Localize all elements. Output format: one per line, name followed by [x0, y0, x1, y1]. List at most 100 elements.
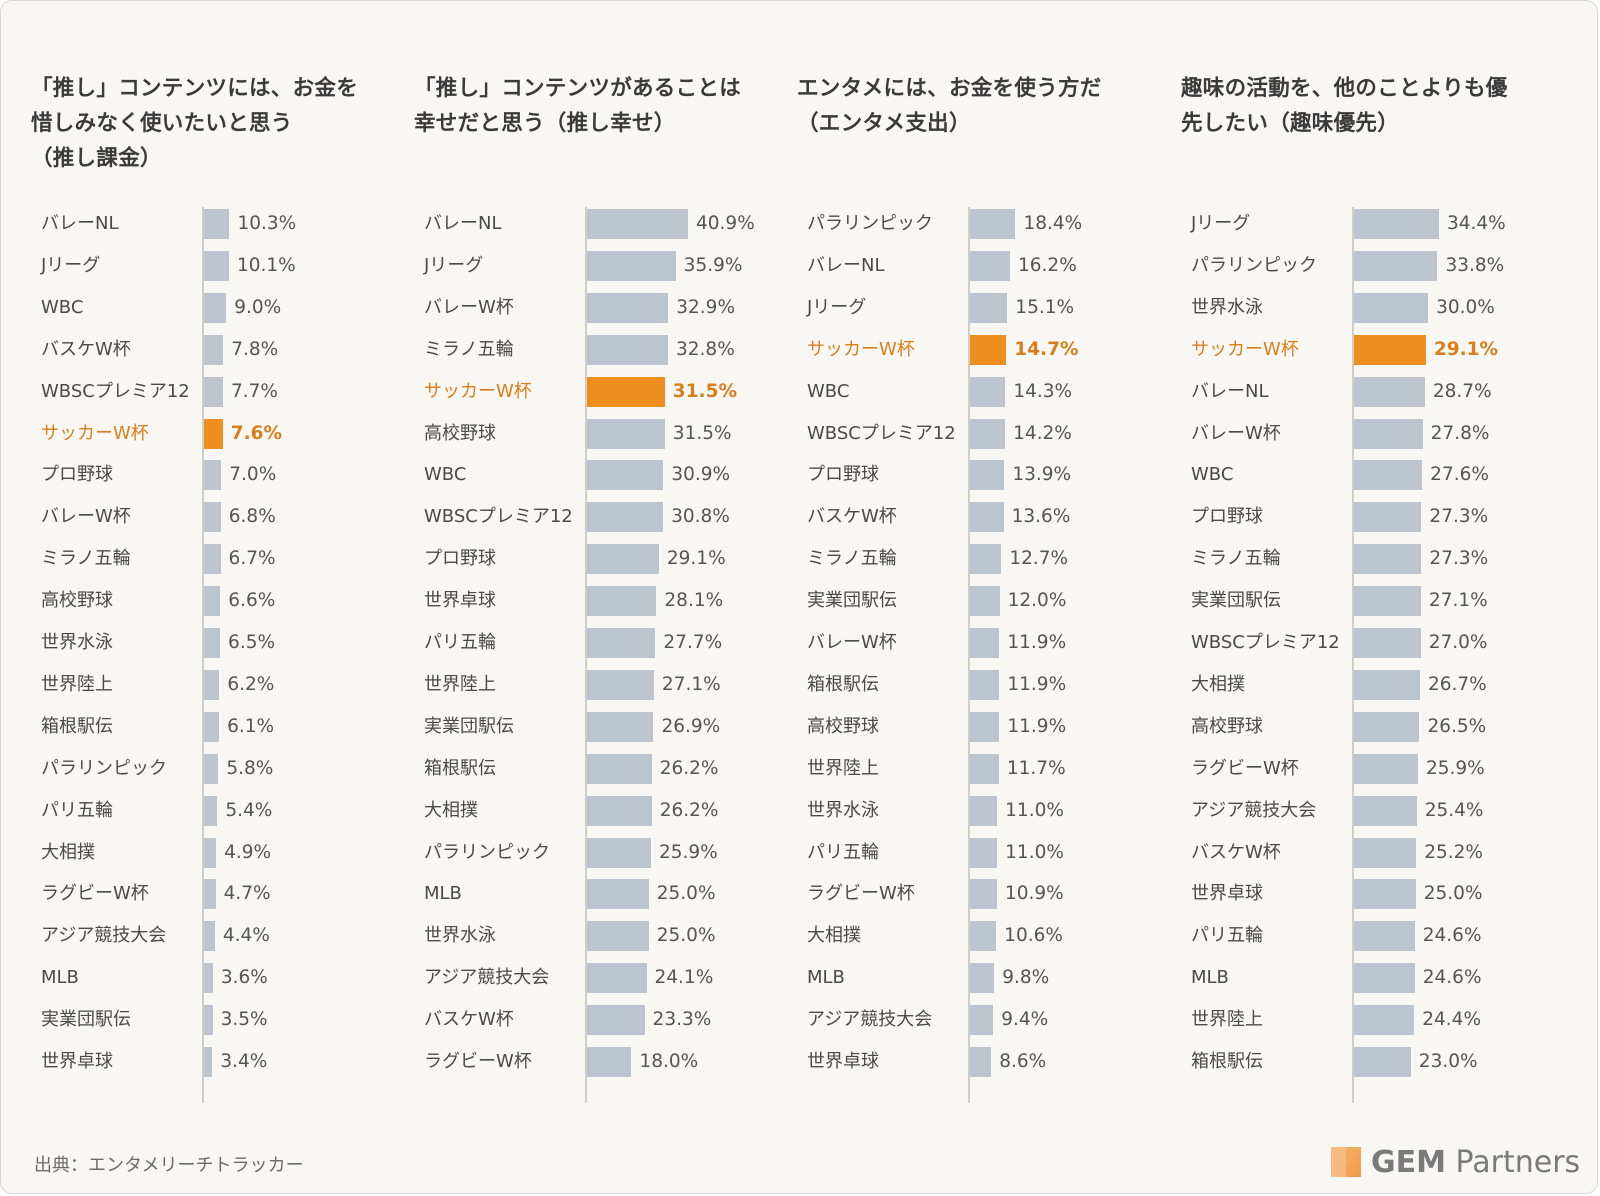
bar-row: 実業団駅伝 12.0% [797, 586, 1169, 617]
bar [970, 292, 1008, 323]
category-label: バスケW杯 [1191, 841, 1281, 863]
bar [1354, 921, 1415, 952]
value-label: 35.9% [683, 254, 743, 276]
value-label: 8.6% [999, 1051, 1047, 1072]
bar [204, 292, 227, 323]
category-label: 大相撲 [807, 925, 861, 947]
category-label: MLB [424, 883, 462, 905]
bar [204, 544, 221, 575]
category-label: バレーW杯 [807, 632, 897, 653]
bar-row: バレーNL 10.3% [31, 209, 403, 239]
bar [204, 879, 216, 910]
value-label: 24.6% [1422, 925, 1482, 947]
bar-row: 大相撲 10.6% [797, 921, 1169, 952]
category-label: ラグビーW杯 [424, 1051, 532, 1072]
bar [204, 837, 217, 868]
bar-row: WBC 9.0% [31, 292, 403, 323]
bar [587, 711, 654, 742]
bar [587, 376, 665, 407]
bar [587, 921, 649, 952]
category-label: 世界水泳 [1191, 296, 1263, 318]
value-label: 6.7% [228, 548, 276, 570]
value-label: 25.0% [656, 925, 716, 947]
bar [1354, 1005, 1415, 1036]
bar [587, 292, 669, 323]
category-label: WBC [41, 296, 84, 318]
bar [204, 209, 230, 239]
bar [970, 460, 1005, 491]
bar-row: 世界卓球 28.1% [414, 586, 786, 617]
category-label: プロ野球 [41, 464, 113, 486]
value-label: 32.8% [676, 338, 735, 360]
bar-row: ラグビーW杯 4.7% [31, 879, 403, 910]
bar-row: 世界卓球 25.0% [1181, 879, 1553, 910]
category-label: WBSCプレミア12 [1191, 632, 1340, 653]
value-label: 27.0% [1428, 632, 1488, 653]
value-label: 31.5% [672, 422, 732, 444]
bar [587, 628, 656, 658]
category-label: MLB [1191, 967, 1229, 989]
bar [587, 837, 651, 868]
value-label: 11.0% [1005, 799, 1064, 821]
category-label: 高校野球 [41, 590, 113, 612]
value-label: 9.0% [234, 296, 282, 318]
bar-row: Jリーグ 10.1% [31, 250, 403, 281]
bar-row: アジア競技大会 25.4% [1181, 795, 1553, 826]
category-label: 世界卓球 [807, 1051, 879, 1072]
chart-panel: 「推し」コンテンツには、お金を 惜しみなく使いたいと思う （推し課金） バレーNL… [31, 71, 403, 1116]
bar-row: バレーNL 40.9% [414, 209, 786, 239]
value-label: 25.9% [1425, 757, 1485, 779]
bar-row: サッカーW杯 14.7% [797, 334, 1169, 365]
category-label: ラグビーW杯 [41, 883, 149, 905]
bar [970, 209, 1016, 239]
bar-row: WBC 14.3% [797, 376, 1169, 407]
bar [970, 586, 1000, 617]
bar-row: 大相撲 4.9% [31, 837, 403, 868]
value-label: 28.7% [1432, 380, 1492, 402]
category-label: 世界水泳 [424, 925, 496, 947]
bar-row: 高校野球 11.9% [797, 711, 1169, 742]
bar-row: サッカーW杯 31.5% [414, 376, 786, 407]
bar [970, 502, 1004, 533]
chart-title: 「推し」コンテンツには、お金を 惜しみなく使いたいと思う （推し課金） [31, 76, 359, 171]
bar-row: ラグビーW杯 18.0% [414, 1047, 786, 1077]
bar-row: バスケW杯 23.3% [414, 1005, 786, 1036]
value-label: 3.5% [220, 1009, 268, 1031]
bar [204, 586, 221, 617]
value-label: 13.9% [1012, 464, 1072, 486]
bar [587, 586, 657, 617]
category-label: 実業団駅伝 [1191, 590, 1281, 612]
bar [970, 921, 997, 952]
value-label: 13.6% [1011, 506, 1071, 528]
value-label: 10.3% [237, 213, 297, 234]
category-label: サッカーW杯 [41, 422, 149, 444]
bar-row: WBC 30.9% [414, 460, 786, 491]
value-label: 26.5% [1427, 715, 1487, 737]
category-label: 世界陸上 [424, 673, 496, 695]
chart-panel: 趣味の活動を、他のことよりも優 先したい（趣味優先） Jリーグ 34.4% パラリンピ… [1181, 71, 1553, 1116]
bar [204, 628, 221, 658]
category-label: バレーNL [424, 213, 502, 234]
axis-line [1352, 207, 1354, 1103]
value-label: 18.0% [639, 1051, 699, 1072]
bar [1354, 586, 1421, 617]
value-label: 30.0% [1436, 296, 1495, 318]
bar-row: パラリンピック 33.8% [1181, 250, 1553, 281]
bar [1354, 963, 1415, 994]
bar-row: ラグビーW杯 10.9% [797, 879, 1169, 910]
bar-row: Jリーグ 35.9% [414, 250, 786, 281]
bar-row: プロ野球 13.9% [797, 460, 1169, 491]
value-label: 11.9% [1007, 673, 1067, 695]
category-label: バレーNL [807, 254, 885, 276]
value-label: 16.2% [1018, 254, 1077, 276]
bar [204, 460, 222, 491]
value-label: 10.1% [236, 254, 296, 276]
bar-row: Jリーグ 15.1% [797, 292, 1169, 323]
value-label: 27.1% [1428, 590, 1488, 612]
value-label: 27.3% [1429, 548, 1489, 570]
category-label: パラリンピック [1191, 254, 1317, 276]
bar-row: 世界陸上 27.1% [414, 669, 786, 700]
category-label: 実業団駅伝 [807, 590, 897, 612]
bar [587, 209, 689, 239]
